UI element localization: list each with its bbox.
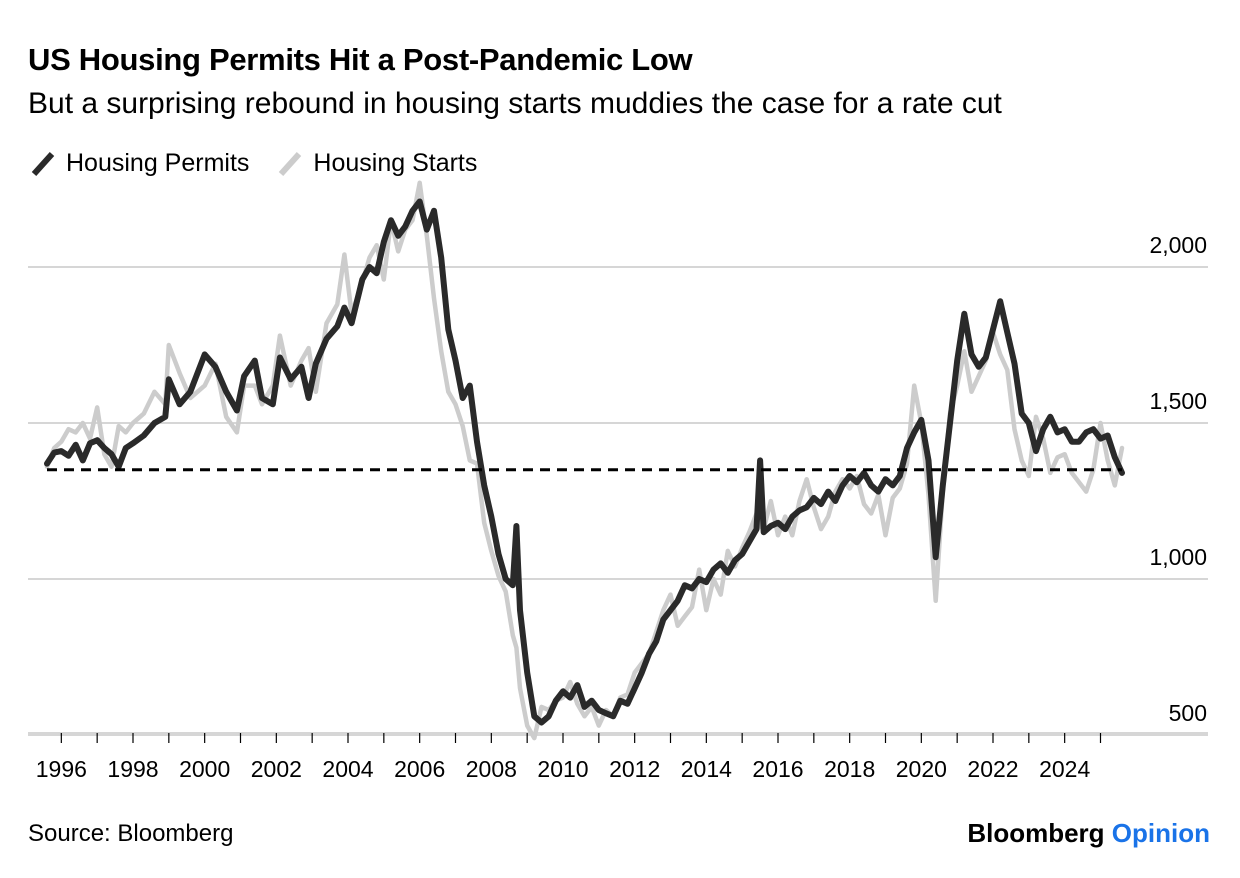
x-tick-label: 1998 — [107, 756, 158, 782]
x-tick-label: 2004 — [322, 756, 373, 782]
x-tick-label: 2020 — [896, 756, 947, 782]
y-tick-label: 2,000 — [1149, 232, 1207, 258]
source-note: Source: Bloomberg — [28, 820, 234, 847]
legend: Housing Permits Housing Starts — [28, 148, 503, 178]
legend-label-housing-permits: Housing Permits — [66, 148, 250, 177]
slash-swatch-icon — [279, 151, 302, 177]
x-tick-label: 1996 — [36, 756, 87, 782]
legend-item-housing-starts: Housing Starts — [275, 148, 477, 178]
x-tick-label: 2018 — [824, 756, 875, 782]
x-tick-label: 2010 — [537, 756, 588, 782]
legend-label-housing-starts: Housing Starts — [313, 148, 478, 177]
chart-title: US Housing Permits Hit a Post-Pandemic L… — [28, 42, 693, 77]
y-tick-label: 1,500 — [1149, 388, 1207, 414]
x-tick-label: 2024 — [1039, 756, 1090, 782]
series-line-housing-starts — [44, 180, 1125, 741]
brand-name: Bloomberg — [967, 818, 1105, 848]
x-tick-label: 2002 — [251, 756, 302, 782]
brand-accent: Opinion — [1111, 818, 1210, 848]
brand-logo: Bloomberg Opinion — [967, 818, 1210, 849]
series-line-housing-permits — [44, 198, 1125, 726]
x-tick-label: 2008 — [466, 756, 517, 782]
x-tick-label: 2006 — [394, 756, 445, 782]
y-tick-label: 500 — [1169, 700, 1207, 726]
legend-item-housing-permits: Housing Permits — [28, 148, 249, 178]
x-tick-label: 2014 — [681, 756, 732, 782]
chart-subtitle: But a surprising rebound in housing star… — [28, 87, 1002, 120]
x-tick-label: 2012 — [609, 756, 660, 782]
slash-swatch-icon — [31, 151, 55, 177]
x-tick-label: 2000 — [179, 756, 230, 782]
x-tick-label: 2022 — [967, 756, 1018, 782]
y-tick-label: 1,000 — [1149, 544, 1207, 570]
x-tick-label: 2016 — [752, 756, 803, 782]
